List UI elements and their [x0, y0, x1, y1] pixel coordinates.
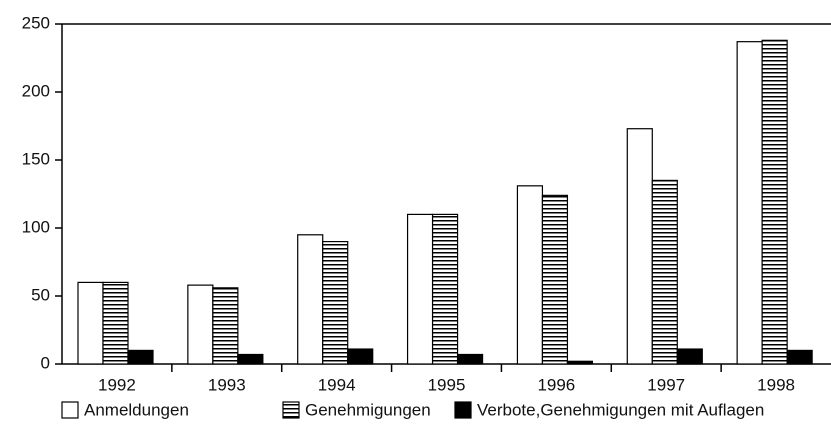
bar: [187, 284, 214, 365]
bar: [431, 213, 459, 365]
legend-swatch: [454, 401, 472, 419]
y-tick-label: 50: [31, 285, 50, 304]
y-tick-label: 150: [22, 149, 50, 168]
legend-label: Verbote,Genehmigungen mit Auflagen: [477, 400, 764, 419]
bar: [736, 41, 763, 365]
legend-label: Genehmigungen: [305, 400, 431, 419]
bar: [761, 39, 788, 365]
legend-label: Anmeldungen: [84, 400, 189, 419]
x-tick-label: 1992: [98, 375, 136, 394]
bar: [297, 234, 324, 365]
y-tick-label: 100: [22, 217, 50, 236]
x-tick-label: 1997: [647, 375, 685, 394]
legend-swatch: [61, 401, 79, 419]
legend-swatch: [282, 401, 300, 419]
y-tick-label: 250: [22, 13, 50, 32]
x-tick-label: 1993: [208, 375, 246, 394]
bar: [786, 349, 813, 365]
bar: [516, 185, 544, 365]
x-tick-label: 1998: [757, 375, 795, 394]
x-tick-label: 1994: [318, 375, 356, 394]
bar: [347, 348, 374, 365]
bar: [626, 128, 653, 365]
bar: [102, 281, 129, 365]
bar: [541, 194, 569, 365]
bar: [456, 353, 484, 365]
bar: [566, 360, 594, 365]
bar: [322, 241, 349, 365]
bar: [212, 287, 239, 365]
x-tick-label: 1995: [428, 375, 466, 394]
bar: [651, 179, 678, 365]
bar: [127, 349, 154, 365]
bar: [406, 213, 434, 365]
bar: [77, 281, 104, 365]
y-tick-label: 0: [41, 353, 50, 372]
bar: [237, 353, 264, 365]
y-tick-label: 200: [22, 81, 50, 100]
x-tick-label: 1996: [537, 375, 575, 394]
bar: [676, 348, 703, 365]
